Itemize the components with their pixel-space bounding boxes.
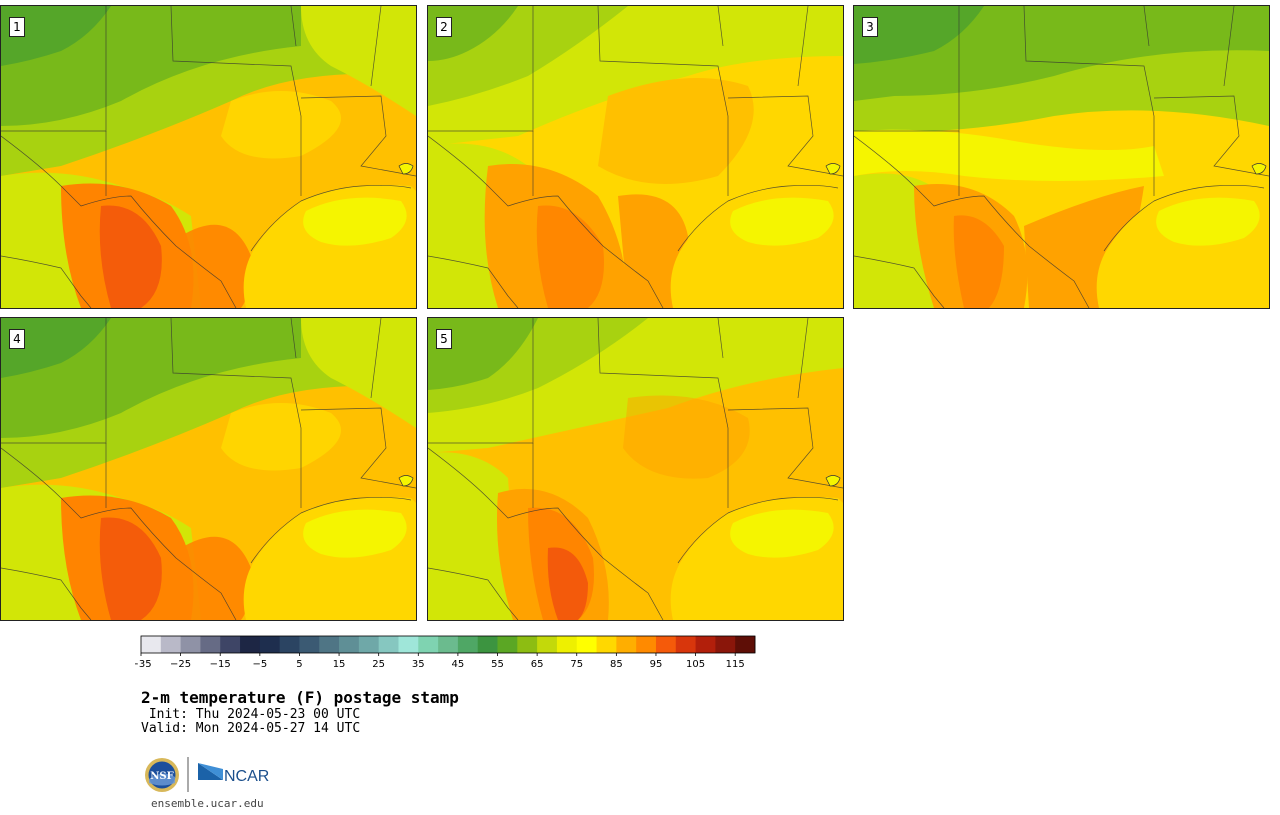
colorbar-tick-label: 115 xyxy=(726,659,745,670)
colorbar-swatch xyxy=(675,636,696,653)
colorbar-tick-label: 5 xyxy=(296,659,302,670)
member-label-3: 3 xyxy=(862,17,878,37)
colorbar-swatch xyxy=(715,636,736,653)
colorbar-swatch xyxy=(517,636,538,653)
colorbar-swatch xyxy=(398,636,419,653)
colorbar-swatch xyxy=(457,636,479,653)
colorbar-swatch xyxy=(735,636,756,653)
colorbar-swatch xyxy=(160,636,182,653)
colorbar-swatch xyxy=(655,636,677,653)
colorbar-tick-label: −25 xyxy=(170,659,191,670)
nsf-logo-text: NSF xyxy=(150,771,173,782)
temperature-map-5 xyxy=(428,318,843,620)
colorbar-tick-label: 45 xyxy=(452,659,465,670)
temperature-map-4 xyxy=(1,318,416,620)
member-map-4: 4 xyxy=(0,317,417,621)
colorbar-swatch xyxy=(279,636,300,653)
colorbar-swatch xyxy=(477,636,498,653)
colorbar-swatch xyxy=(259,636,281,653)
page-title: 2-m temperature (F) postage stamp xyxy=(141,688,459,707)
colorbar-tick-label: −35 xyxy=(135,659,152,670)
colorbar-tick-label: 25 xyxy=(372,659,385,670)
colorbar-swatch xyxy=(319,636,340,653)
colorbar-swatch xyxy=(200,636,221,653)
member-label-1: 1 xyxy=(9,17,25,37)
colorbar-tick-label: −5 xyxy=(252,659,267,670)
member-map-3: 3 xyxy=(853,5,1270,309)
logo-group: NSF NCAR xyxy=(145,757,269,792)
colorbar-tick-label: 65 xyxy=(531,659,544,670)
colorbar-tick-label: 85 xyxy=(610,659,623,670)
colorbar-swatch xyxy=(537,636,558,653)
colorbar-swatch xyxy=(596,636,617,653)
temperature-map-2 xyxy=(428,6,843,308)
colorbar-tick-label: 95 xyxy=(650,659,663,670)
colorbar-swatch xyxy=(636,636,657,653)
member-label-4: 4 xyxy=(9,329,25,349)
member-label-2: 2 xyxy=(436,17,452,37)
member-map-1: 1 xyxy=(0,5,417,309)
colorbar-tick-label: 55 xyxy=(491,659,504,670)
colorbar-tick-label: 105 xyxy=(686,659,705,670)
colorbar-swatch xyxy=(616,636,637,653)
colorbar-swatch xyxy=(299,636,320,653)
colorbar-swatch xyxy=(695,636,716,653)
colorbar-swatch xyxy=(240,636,261,653)
colorbar-swatch xyxy=(180,636,201,653)
colorbar-tick-label: 75 xyxy=(570,659,583,670)
temperature-colorbar: −35 −25 −15 −5 5 15 25 35 45 55 65 75 85 95 105 115 xyxy=(135,635,756,670)
colorbar-swatch xyxy=(220,636,241,653)
colorbar-swatch xyxy=(378,636,399,653)
colorbar-swatch xyxy=(497,636,518,653)
colorbar-swatch xyxy=(556,636,578,653)
colorbar-swatch xyxy=(339,636,360,653)
temperature-map-1 xyxy=(1,6,416,308)
colorbar-swatch xyxy=(438,636,459,653)
website-link[interactable]: ensemble.ucar.edu xyxy=(151,797,264,810)
member-map-5: 5 xyxy=(427,317,844,621)
valid-time: Valid: Mon 2024-05-27 14 UTC xyxy=(141,721,361,736)
member-label-5: 5 xyxy=(436,329,452,349)
colorbar-swatch xyxy=(418,636,439,653)
colorbar-tick-label: −15 xyxy=(210,659,231,670)
temperature-map-3 xyxy=(854,6,1269,308)
nsf-logo: NSF xyxy=(145,758,179,792)
init-time: Init: Thu 2024-05-23 00 UTC xyxy=(141,707,361,722)
ncar-logo-text: NCAR xyxy=(224,768,269,785)
colorbar-swatch xyxy=(576,636,597,653)
colorbar-swatch xyxy=(358,636,380,653)
ncar-logo: NCAR xyxy=(198,763,269,785)
colorbar-swatch xyxy=(141,636,162,653)
colorbar-tick-label: 35 xyxy=(412,659,425,670)
member-map-2: 2 xyxy=(427,5,844,309)
colorbar-tick-label: 15 xyxy=(333,659,346,670)
